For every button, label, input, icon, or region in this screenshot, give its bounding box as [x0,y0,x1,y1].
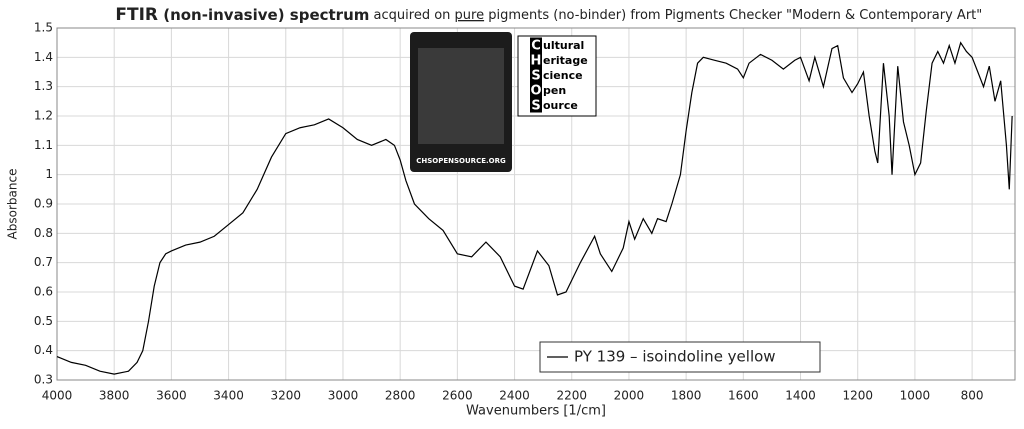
x-tick-label: 2800 [385,389,416,403]
x-tick-label: 3800 [99,389,130,403]
title-part: pure [455,8,485,23]
checker-swatches [418,48,504,144]
y-tick-label: 0.9 [34,197,53,211]
y-tick-label: 1 [45,167,53,181]
logo-initial: O [530,84,541,99]
x-tick-label: 4000 [42,389,73,403]
chart-title: FTIR (non-invasive) spectrum acquired on… [96,5,993,25]
y-tick-label: 0.4 [34,343,53,357]
y-axis-label: Absorbance [6,169,20,240]
logo-initial-box [530,97,542,113]
y-tick-label: 0.5 [34,314,53,328]
x-tick-label: 2600 [442,389,473,403]
logo-word: cience [543,69,583,82]
y-tick-label: 1.4 [34,50,53,64]
card-caption: CHSOPENSOURCE.ORG [416,157,506,165]
x-axis-label: Wavenumbers [1/cm] [466,404,606,419]
title-part: (non-invasive) spectrum [158,6,369,24]
x-tick-label: 2000 [614,389,645,403]
legend: PY 139 – isoindoline yellow [539,341,821,373]
x-tick-label: 1200 [842,389,873,403]
y-tick-label: 0.3 [34,373,53,387]
y-tick-label: 0.6 [34,285,53,299]
title-part: acquired on [369,8,454,23]
x-tick-label: 1400 [785,389,816,403]
x-tick-label: 3200 [271,389,302,403]
x-tick-label: 1600 [728,389,759,403]
x-tick-label: 800 [961,389,984,403]
logo-initial-box [530,52,542,68]
logo-initial-box [530,67,542,83]
x-tick-label: 3600 [156,389,187,403]
legend-box [539,341,821,373]
x-tick-label: 1800 [671,389,702,403]
x-tick-label: 2400 [499,389,530,403]
logo-initial: C [531,39,541,54]
logo-word: ource [543,99,578,112]
logo-initial: H [531,54,542,69]
y-tick-label: 1.5 [34,21,53,35]
logo-initial-box [530,37,542,53]
plot-frame [56,27,1016,381]
x-tick-label: 3400 [213,389,244,403]
legend-label: PY 139 – isoindoline yellow [574,348,776,366]
y-tick-label: 1.3 [34,79,53,93]
logo-word: pen [543,84,566,97]
title-part: FTIR [115,5,158,25]
title-part: pigments (no-binder) from Pigments Check… [484,8,982,23]
y-tick-label: 0.7 [34,255,53,269]
logo-initial: S [531,99,540,114]
x-tick-label: 2200 [556,389,587,403]
y-tick-label: 0.8 [34,226,53,240]
logo-word: ultural [543,39,584,52]
logo-word: eritage [543,54,588,67]
x-tick-label: 1000 [900,389,931,403]
x-tick-label: 3000 [328,389,359,403]
logo-initial: S [531,69,540,84]
logo-initial-box [530,82,542,98]
spectrum-line [56,41,1013,375]
y-tick-label: 1.2 [34,109,53,123]
y-tick-label: 1.1 [34,138,53,152]
